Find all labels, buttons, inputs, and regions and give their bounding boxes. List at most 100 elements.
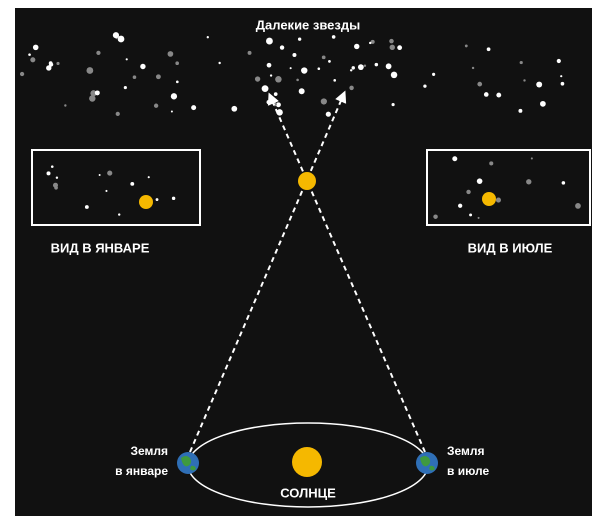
star xyxy=(465,45,468,48)
star xyxy=(30,57,35,62)
star xyxy=(518,109,522,113)
star xyxy=(130,182,134,186)
diagram: Далекие звезды ВИД В ЯНВАРЕ ВИД В ИЮЛЕ С… xyxy=(0,0,598,525)
star xyxy=(469,213,472,216)
star xyxy=(472,67,474,69)
star xyxy=(386,63,392,69)
star xyxy=(523,79,525,81)
star xyxy=(364,65,366,67)
star xyxy=(126,58,128,60)
star xyxy=(458,204,462,208)
star xyxy=(140,64,145,69)
star xyxy=(575,203,581,209)
star xyxy=(557,59,561,63)
star xyxy=(175,61,179,65)
earth-label: Земля xyxy=(130,444,168,458)
near-star xyxy=(298,172,316,190)
star xyxy=(484,92,489,97)
star xyxy=(354,44,359,49)
star xyxy=(20,72,24,76)
star xyxy=(118,213,120,215)
star xyxy=(207,36,209,38)
background xyxy=(15,8,592,516)
earth-label: Земля xyxy=(447,444,485,458)
star xyxy=(133,75,137,79)
star xyxy=(248,51,252,55)
star xyxy=(352,66,355,69)
star xyxy=(28,53,31,56)
star xyxy=(280,45,284,49)
star xyxy=(452,156,457,161)
star xyxy=(389,39,393,43)
star xyxy=(321,98,327,104)
star xyxy=(397,45,402,50)
star xyxy=(266,38,273,45)
star xyxy=(99,174,101,176)
star xyxy=(299,88,305,94)
star xyxy=(56,176,58,178)
star xyxy=(477,178,483,184)
star xyxy=(301,67,307,73)
star xyxy=(561,82,565,86)
sun xyxy=(292,447,322,477)
star xyxy=(107,171,112,176)
star xyxy=(350,69,352,71)
near-star-view xyxy=(139,195,153,209)
star xyxy=(148,176,150,178)
star xyxy=(423,84,426,87)
star xyxy=(489,161,493,165)
star xyxy=(172,197,175,200)
star xyxy=(298,37,301,40)
star xyxy=(466,190,470,194)
star xyxy=(168,51,174,57)
star xyxy=(390,45,395,50)
star xyxy=(262,85,269,92)
star xyxy=(56,62,59,65)
star xyxy=(375,63,378,66)
star xyxy=(218,62,220,64)
star xyxy=(526,179,531,184)
star xyxy=(171,93,177,99)
star xyxy=(326,112,331,117)
star xyxy=(51,165,54,168)
star xyxy=(53,183,58,188)
star xyxy=(156,74,161,79)
star xyxy=(95,90,100,95)
earth xyxy=(177,452,199,474)
star xyxy=(391,72,398,79)
star xyxy=(96,51,100,55)
star xyxy=(191,105,196,110)
star xyxy=(154,104,158,108)
star xyxy=(266,100,270,104)
star xyxy=(562,181,566,185)
star xyxy=(536,82,542,88)
title: Далекие звезды xyxy=(256,17,360,32)
earth xyxy=(416,452,438,474)
star xyxy=(47,171,51,175)
star xyxy=(333,79,336,82)
star xyxy=(171,110,173,112)
star xyxy=(433,214,437,218)
star xyxy=(33,45,39,51)
star xyxy=(520,61,523,64)
near-star-view xyxy=(482,192,496,206)
star xyxy=(540,101,546,107)
star xyxy=(275,76,282,83)
star xyxy=(64,104,66,106)
star xyxy=(322,55,326,59)
sun-label: СОЛНЦЕ xyxy=(280,485,336,500)
star xyxy=(270,74,272,76)
star xyxy=(292,53,296,57)
star xyxy=(392,103,395,106)
star xyxy=(255,76,260,81)
star xyxy=(432,73,435,76)
star xyxy=(290,67,292,69)
star xyxy=(496,93,501,98)
star xyxy=(560,75,562,77)
star xyxy=(267,63,272,68)
view-label: ВИД В ИЮЛЕ xyxy=(468,240,553,255)
star xyxy=(231,106,237,112)
star xyxy=(86,67,93,74)
star xyxy=(318,67,321,70)
star xyxy=(531,157,533,159)
